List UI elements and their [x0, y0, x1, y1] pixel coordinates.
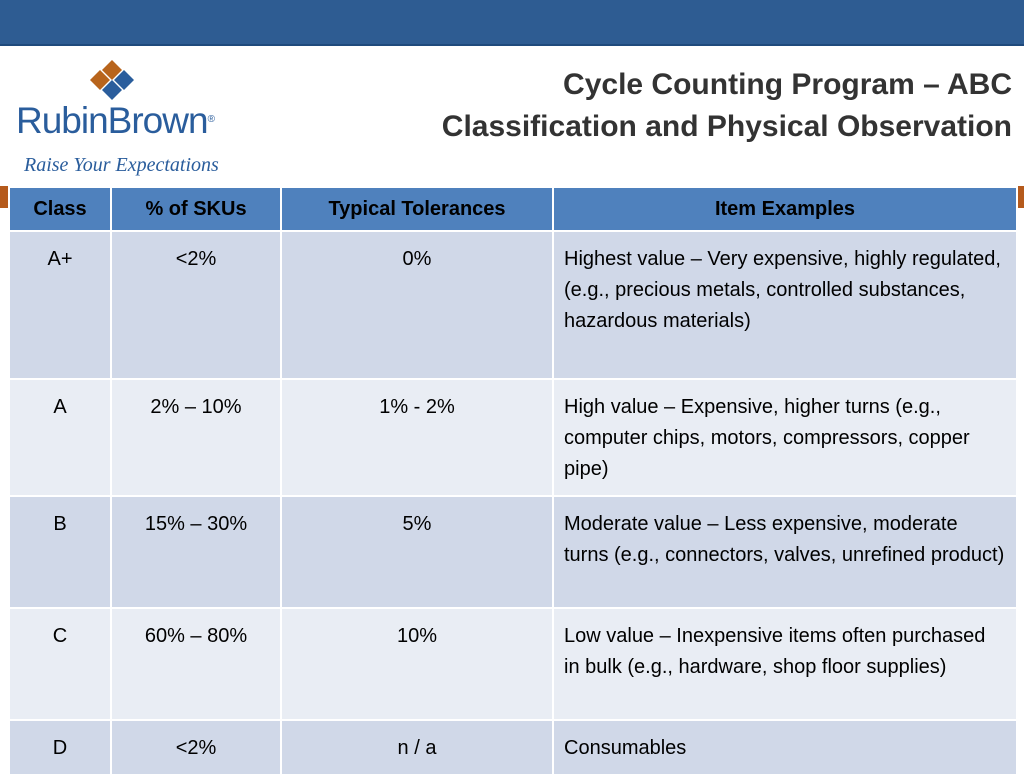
column-header-tolerances: Typical Tolerances: [280, 186, 554, 232]
cell-examples: Highest value – Very expensive, highly r…: [552, 230, 1018, 380]
cell-tolerance: 10%: [280, 607, 554, 721]
column-header-examples: Item Examples: [552, 186, 1018, 232]
cell-class: D: [8, 719, 112, 776]
abc-classification-table: Class % of SKUs Typical Tolerances Item …: [8, 186, 1018, 776]
cell-examples: Moderate value – Less expensive, moderat…: [552, 495, 1018, 609]
cell-skus: 60% – 80%: [110, 607, 282, 721]
cell-skus: 15% – 30%: [110, 495, 282, 609]
cell-class: A+: [8, 230, 112, 380]
logo-tagline: Raise Your Expectations: [24, 154, 219, 176]
cell-tolerance: 0%: [280, 230, 554, 380]
cell-skus: 2% – 10%: [110, 378, 282, 497]
cell-class: A: [8, 378, 112, 497]
slide-title-line-2: Classification and Physical Observation: [441, 110, 1012, 143]
logo-wordmark: RubinBrown®: [16, 100, 246, 142]
company-logo: RubinBrown® Raise Your Expectations: [16, 58, 240, 180]
table-row: A+ <2% 0% Highest value – Very expensive…: [8, 230, 1018, 380]
top-banner-bar: [0, 0, 1024, 46]
table-row: C 60% – 80% 10% Low value – Inexpensive …: [8, 607, 1018, 721]
column-header-skus: % of SKUs: [110, 186, 282, 232]
cell-examples: High value – Expensive, higher turns (e.…: [552, 378, 1018, 497]
cell-skus: <2%: [110, 230, 282, 380]
cell-tolerance: 1% - 2%: [280, 378, 554, 497]
cell-class: B: [8, 495, 112, 609]
registered-mark: ®: [207, 114, 215, 125]
diamond-logo-icon: [90, 60, 134, 100]
column-header-class: Class: [8, 186, 112, 232]
cell-skus: <2%: [110, 719, 282, 776]
cell-class: C: [8, 607, 112, 721]
cell-examples: Low value – Inexpensive items often purc…: [552, 607, 1018, 721]
table-row: A 2% – 10% 1% - 2% High value – Expensiv…: [8, 378, 1018, 497]
slide-title-line-1: Cycle Counting Program – ABC: [563, 68, 1012, 101]
table-header-row: Class % of SKUs Typical Tolerances Item …: [8, 186, 1018, 232]
slide-title: Cycle Counting Program – ABC Classificat…: [312, 64, 1012, 148]
table-row: B 15% – 30% 5% Moderate value – Less exp…: [8, 495, 1018, 609]
logo-brand-name: RubinBrown: [16, 100, 209, 141]
table-row: D <2% n / a Consumables: [8, 719, 1018, 776]
cell-examples: Consumables: [552, 719, 1018, 776]
cell-tolerance: n / a: [280, 719, 554, 776]
cell-tolerance: 5%: [280, 495, 554, 609]
